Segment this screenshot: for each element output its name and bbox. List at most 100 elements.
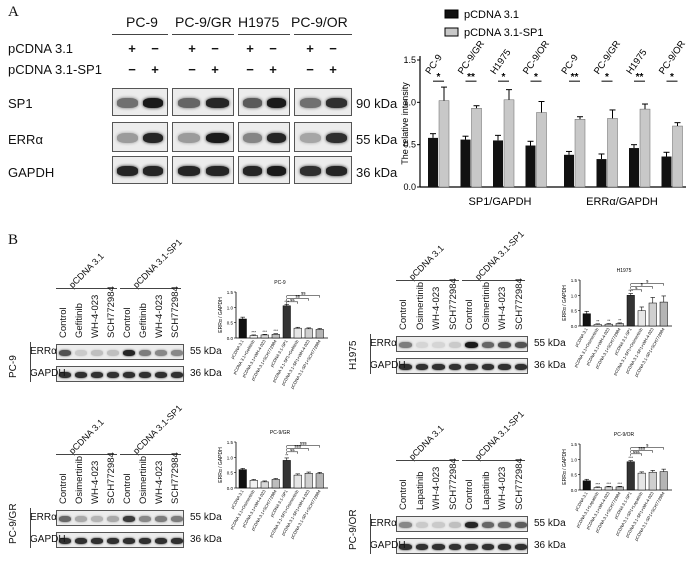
sig-bracket [630, 453, 642, 456]
category-label: PC-9/GR [592, 39, 623, 77]
band [123, 350, 135, 356]
lane-label: WH-4-023 [90, 460, 101, 504]
lane-label: WH-4-023 [154, 460, 165, 504]
y-axis-label: ERRα / GAPDH [562, 285, 568, 321]
sig-mark: ** [636, 72, 644, 83]
cell-bracket [30, 508, 31, 548]
sign-sp1: + [329, 62, 337, 77]
lane-label: Gefitinib [74, 303, 85, 338]
bar [626, 461, 635, 491]
band [155, 516, 167, 522]
band [59, 516, 71, 522]
bar-pcdna [564, 154, 574, 187]
lane-label: Osimertinib [480, 281, 492, 330]
lane-label: SCH772984 [513, 278, 525, 330]
band [514, 364, 527, 370]
chart-title: PC-9 [274, 280, 286, 286]
band [465, 544, 478, 550]
kda-label: 55 kDa [356, 132, 398, 147]
cell-label: PC-9/GR [8, 503, 19, 544]
group-line [172, 34, 234, 35]
bar-pcdna [596, 159, 607, 187]
y-tick-label: 0.0 [227, 486, 234, 491]
band [139, 350, 151, 356]
band [171, 350, 183, 356]
group-header-sp1: pCDNA 3.1-SP1 [130, 236, 184, 290]
lane-label: Control [398, 479, 409, 510]
blot-label: ERRα [370, 338, 397, 349]
band [465, 364, 478, 370]
blot-gapdh [396, 538, 528, 554]
group-line [56, 288, 117, 289]
blot-label-erra: ERRα [8, 132, 43, 147]
chart-title: PC-9/OR [614, 432, 635, 438]
band [155, 350, 167, 356]
lane-label: SCH772984 [447, 278, 459, 330]
group-line [396, 280, 459, 281]
group-header-sp1: pCDNA 3.1-SP1 [130, 402, 184, 456]
band [107, 350, 119, 356]
y-axis-label: ERRα / GAPDH [218, 447, 224, 483]
band [59, 538, 71, 544]
sign-pcdna: + [128, 41, 136, 56]
bar [238, 318, 247, 339]
band [91, 372, 103, 378]
y-tick-label: 0.0 [571, 324, 578, 329]
band [432, 342, 445, 348]
sig-bracket [630, 289, 642, 292]
band [75, 538, 87, 544]
y-axis-label: ERRα / GAPDH [218, 297, 224, 333]
bar [659, 301, 668, 327]
band [107, 516, 119, 522]
band [481, 342, 494, 348]
cell-label: PC-9/OR [348, 509, 359, 550]
sig-bracket [630, 447, 664, 450]
band [206, 166, 229, 176]
lane-label: Lapatinib [480, 471, 492, 510]
lane-label: Control [464, 479, 475, 510]
sig-mark: *** [595, 481, 600, 486]
kda-label: 55 kDa [534, 338, 566, 349]
band [107, 538, 119, 544]
cell-bracket [30, 342, 31, 382]
category-label: PC-9/GR [456, 39, 487, 77]
band [514, 522, 527, 528]
band [123, 372, 135, 378]
group-line [462, 280, 525, 281]
band [448, 544, 461, 550]
lane-label: SCH772984 [106, 452, 117, 504]
sig-bracket-label: $ [646, 279, 649, 284]
blot-box [112, 156, 168, 184]
y-tick-label: 0.5 [227, 471, 234, 476]
lane-label: Gefitinib [138, 303, 149, 338]
bar-pcdna [661, 156, 672, 187]
panel-b-letter: B [8, 232, 19, 248]
row-label-sp1: pCDNA 3.1-SP1 [8, 62, 102, 77]
sign-sp1: − [306, 62, 314, 77]
bar [637, 310, 646, 327]
blot-label: GAPDH [30, 368, 66, 379]
sig-mark: *** [284, 299, 289, 304]
blot-label: ERRα [30, 512, 57, 523]
group-header-sp1: pCDNA 3.1-SP1 [472, 408, 526, 462]
blot-box [238, 156, 290, 184]
bar [604, 323, 613, 327]
band [481, 544, 494, 550]
y-tick-label: 0.0 [571, 488, 578, 493]
bar-sp1 [536, 112, 547, 188]
sig-bracket-label: $$$ [300, 441, 307, 446]
band [299, 166, 321, 176]
kda-label: 36 kDa [356, 165, 398, 180]
bar [293, 327, 302, 339]
bar-pcdna [525, 145, 536, 187]
lane-label: WH-4-023 [154, 294, 165, 338]
group-header-pcdna: pCDNA 3.1 [66, 417, 106, 456]
band [267, 132, 286, 144]
band [399, 522, 412, 528]
band [123, 538, 135, 544]
bar-sp1 [503, 99, 515, 188]
lane-label: Control [122, 473, 133, 504]
bar-pcdna [460, 139, 471, 187]
blot-label-gapdh: GAPDH [8, 165, 55, 180]
